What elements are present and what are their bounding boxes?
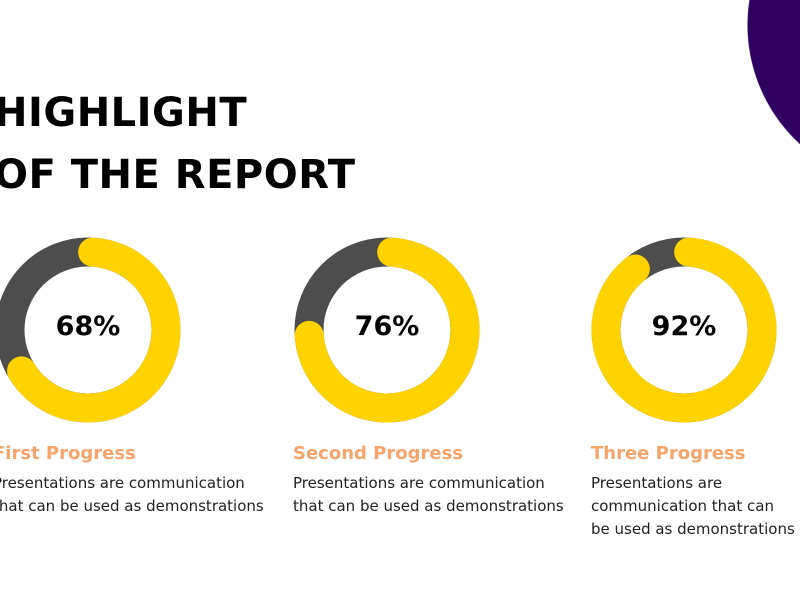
desc-line: Presentations are communication	[0, 474, 245, 492]
percent-label: 68%	[55, 311, 121, 342]
percent-label: 76%	[354, 311, 420, 342]
donut-progress-arc	[591, 237, 777, 423]
title-line-2: OF THE REPORT	[0, 152, 356, 198]
donut-chart	[294, 237, 480, 423]
desc-line: that can be used as demonstrations	[0, 497, 264, 515]
desc-line: Presentations are communication	[591, 474, 723, 515]
desc-line: Presentations are communication	[293, 474, 545, 492]
percent-label: 92%	[651, 311, 717, 342]
donut-chart	[591, 237, 777, 423]
progress-title: Second Progress	[293, 443, 464, 464]
slide-title: HIGHLIGHT OF THE REPORT	[0, 82, 356, 206]
donut-progress-arc	[7, 237, 181, 423]
donut-progress-arc	[294, 237, 480, 423]
progress-description: Presentations are communication that can…	[591, 472, 796, 541]
progress-title: First Progress	[0, 443, 136, 464]
desc-line: that can be used as demonstrations	[293, 497, 564, 515]
desc-line: that can be used as demonstrations	[591, 497, 795, 538]
progress-description: Presentations are communication that can…	[293, 472, 564, 518]
donut-chart	[0, 237, 181, 423]
progress-description: Presentations are communication that can…	[0, 472, 264, 518]
decorative-circle	[747, 0, 800, 150]
title-line-1: HIGHLIGHT	[0, 90, 248, 136]
progress-title: Three Progress	[591, 443, 746, 464]
